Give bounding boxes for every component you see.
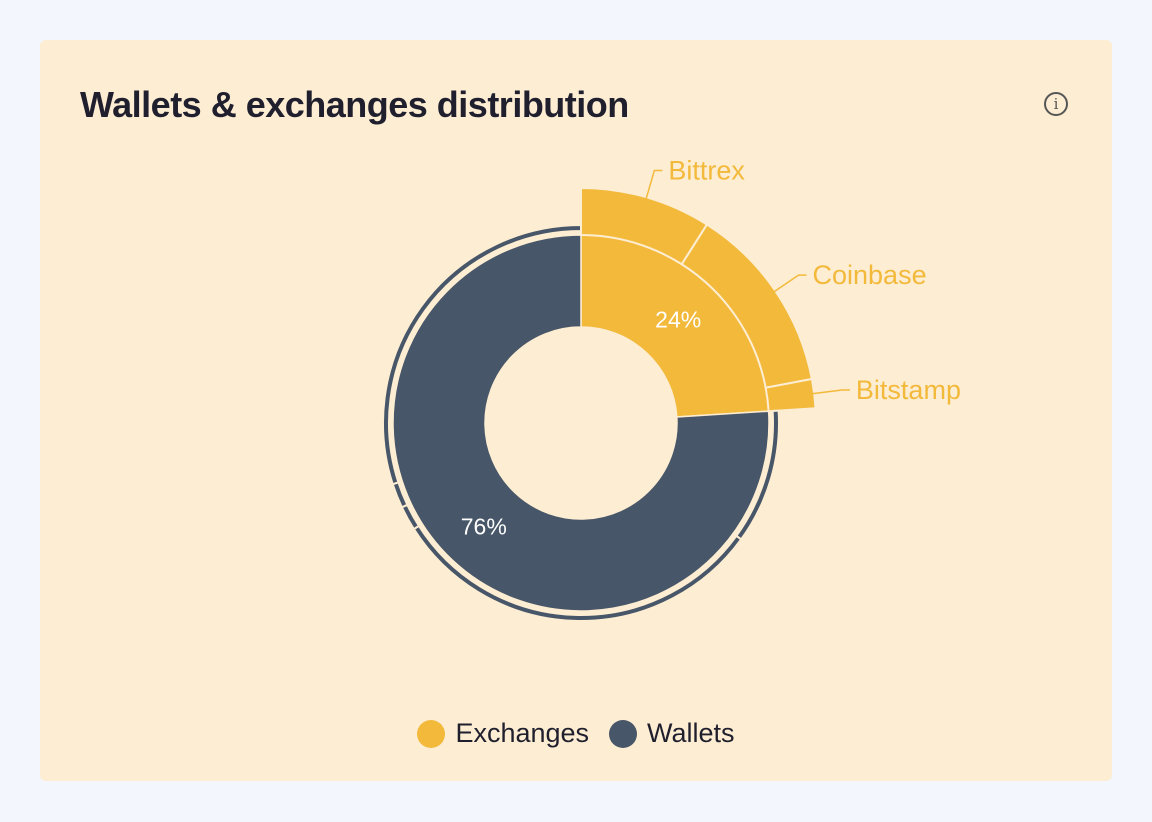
legend-item-wallets[interactable]: Wallets [609,718,735,749]
inner-ring [392,234,770,612]
outer-label-coinbase: Coinbase [813,260,927,290]
outer-label-bittrex: Bittrex [668,155,745,185]
outer-slice-bitstamp[interactable] [764,377,817,413]
distribution-card: Wallets & exchanges distribution i 24% 76… [40,40,1112,781]
legend-label-wallets: Wallets [647,718,735,748]
legend-label-exchanges: Exchanges [455,718,590,748]
chart-legend: Exchanges Wallets [40,718,1112,749]
outer-slice-wallet-7[interactable] [382,223,582,486]
leader-line-bitstamp [812,389,850,395]
leader-line-bittrex [645,169,663,200]
outer-ring [382,186,817,622]
legend-swatch-wallets [609,719,638,748]
legend-swatch-exchanges [417,719,446,748]
slice-wallets[interactable] [392,234,770,612]
donut-chart: 24% 76% Bittrex Coinbase Bitstamp [382,155,961,622]
chart-labels: 24% 76% Bittrex Coinbase Bitstamp [461,155,961,539]
legend-item-exchanges[interactable]: Exchanges [417,718,589,749]
info-icon[interactable]: i [1044,92,1068,116]
card-title: Wallets & exchanges distribution [80,84,629,125]
slice-label-exchanges: 24% [655,306,701,332]
outer-label-bitstamp: Bitstamp [856,375,961,405]
leader-line-coinbase [773,274,807,293]
slice-label-wallets: 76% [461,514,507,540]
